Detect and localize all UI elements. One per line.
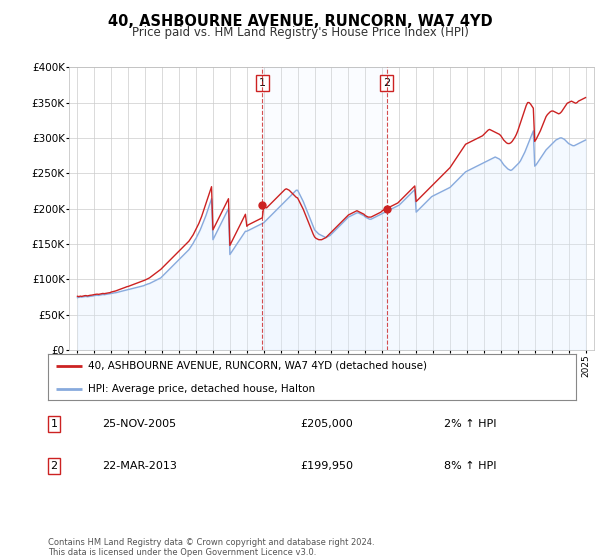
- Text: 1: 1: [259, 78, 266, 88]
- Bar: [262, 67, 386, 350]
- Text: 40, ASHBOURNE AVENUE, RUNCORN, WA7 4YD: 40, ASHBOURNE AVENUE, RUNCORN, WA7 4YD: [107, 14, 493, 29]
- Text: 25-NOV-2005: 25-NOV-2005: [102, 419, 176, 429]
- Text: £205,000: £205,000: [300, 419, 353, 429]
- Text: 8% ↑ HPI: 8% ↑ HPI: [444, 461, 497, 471]
- Text: 1: 1: [50, 419, 58, 429]
- Text: Price paid vs. HM Land Registry's House Price Index (HPI): Price paid vs. HM Land Registry's House …: [131, 26, 469, 39]
- Text: 2: 2: [383, 78, 390, 88]
- Text: £199,950: £199,950: [300, 461, 353, 471]
- Text: 40, ASHBOURNE AVENUE, RUNCORN, WA7 4YD (detached house): 40, ASHBOURNE AVENUE, RUNCORN, WA7 4YD (…: [88, 361, 427, 371]
- Text: 2% ↑ HPI: 2% ↑ HPI: [444, 419, 497, 429]
- Text: Contains HM Land Registry data © Crown copyright and database right 2024.
This d: Contains HM Land Registry data © Crown c…: [48, 538, 374, 557]
- Text: 22-MAR-2013: 22-MAR-2013: [102, 461, 177, 471]
- Text: 2: 2: [50, 461, 58, 471]
- Text: HPI: Average price, detached house, Halton: HPI: Average price, detached house, Halt…: [88, 384, 315, 394]
